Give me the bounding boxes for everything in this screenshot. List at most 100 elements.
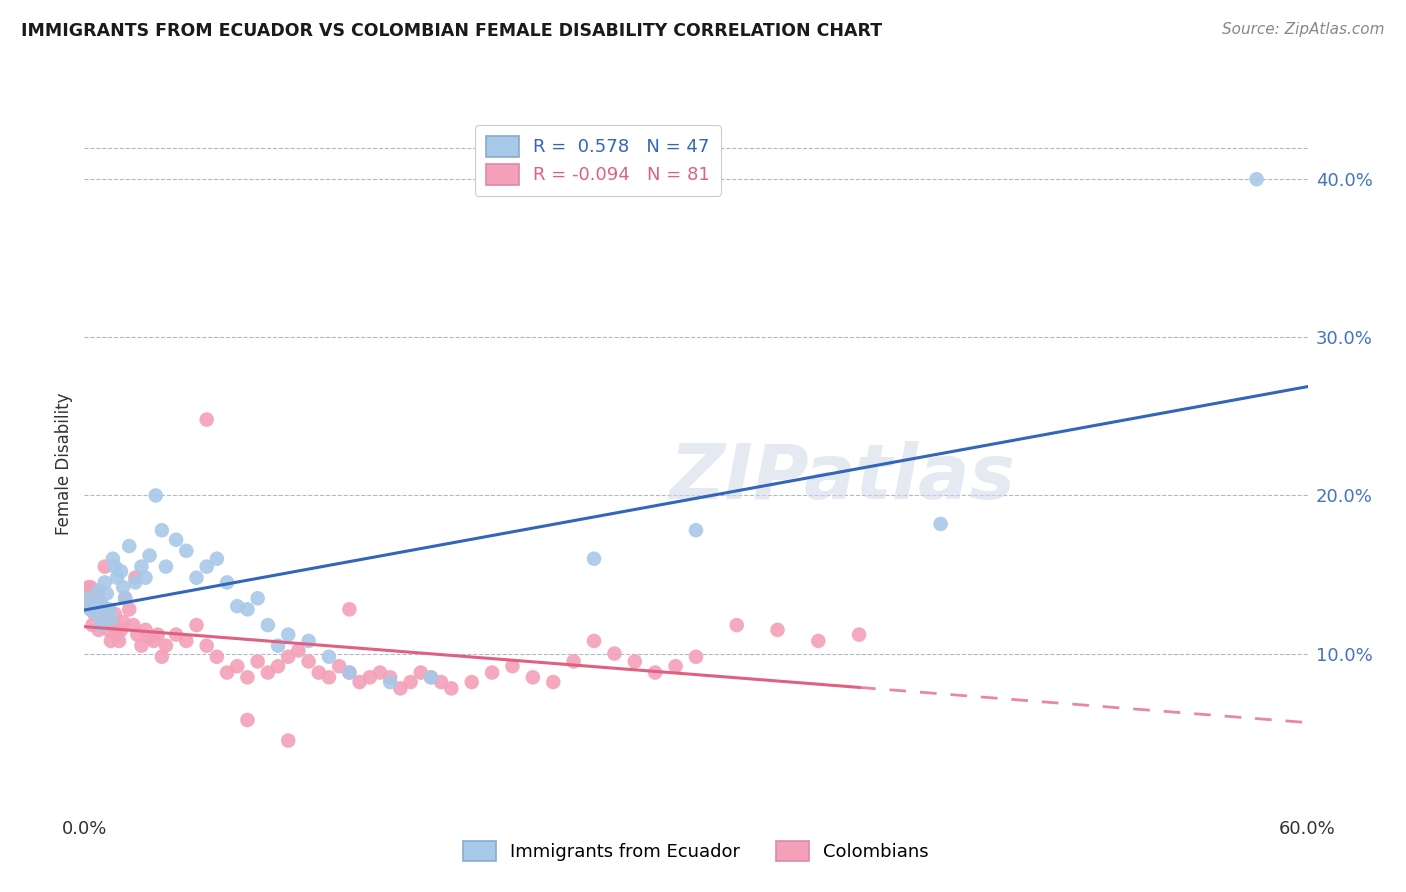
Point xyxy=(399,675,422,690)
Point xyxy=(380,675,402,690)
Point xyxy=(150,649,173,664)
Point xyxy=(929,516,952,531)
Point xyxy=(217,665,239,680)
Point xyxy=(112,615,135,629)
Point xyxy=(75,586,97,600)
Point xyxy=(236,602,259,616)
Point xyxy=(195,639,218,653)
Point xyxy=(583,634,606,648)
Point xyxy=(665,659,688,673)
Point xyxy=(277,627,299,641)
Point xyxy=(93,559,117,574)
Point xyxy=(339,665,361,680)
Point xyxy=(298,655,321,669)
Point xyxy=(114,591,136,606)
Point xyxy=(96,612,118,626)
Point xyxy=(389,681,412,696)
Point xyxy=(176,543,198,558)
Point xyxy=(685,649,707,664)
Point xyxy=(380,670,402,684)
Point xyxy=(101,618,124,632)
Point xyxy=(195,559,218,574)
Point xyxy=(101,551,124,566)
Point xyxy=(135,623,157,637)
Point xyxy=(83,607,105,621)
Point xyxy=(90,596,112,610)
Point xyxy=(118,602,141,616)
Point xyxy=(100,612,122,626)
Point xyxy=(318,649,340,664)
Point xyxy=(409,665,432,680)
Point xyxy=(349,675,371,690)
Point xyxy=(110,565,132,579)
Point xyxy=(368,665,391,680)
Point xyxy=(583,551,606,566)
Point xyxy=(82,599,104,614)
Point xyxy=(150,523,173,537)
Point xyxy=(145,488,167,502)
Point xyxy=(339,665,361,680)
Point xyxy=(114,591,136,606)
Point xyxy=(603,647,626,661)
Point xyxy=(195,412,218,426)
Point xyxy=(236,713,259,727)
Legend: Immigrants from Ecuador, Colombians: Immigrants from Ecuador, Colombians xyxy=(453,830,939,872)
Point xyxy=(127,627,149,641)
Point xyxy=(246,655,269,669)
Point xyxy=(138,631,160,645)
Point xyxy=(725,618,748,632)
Point xyxy=(77,599,100,614)
Point xyxy=(131,639,153,653)
Point xyxy=(298,634,321,648)
Point xyxy=(79,602,101,616)
Point xyxy=(77,591,100,606)
Text: Source: ZipAtlas.com: Source: ZipAtlas.com xyxy=(1222,22,1385,37)
Point xyxy=(96,586,118,600)
Point xyxy=(308,665,330,680)
Point xyxy=(79,580,101,594)
Point xyxy=(257,665,280,680)
Point xyxy=(86,586,108,600)
Point xyxy=(112,580,135,594)
Point xyxy=(226,599,249,614)
Point xyxy=(82,618,104,632)
Point xyxy=(91,599,114,614)
Point xyxy=(461,675,484,690)
Point xyxy=(257,618,280,632)
Point xyxy=(502,659,524,673)
Point xyxy=(124,571,146,585)
Point xyxy=(91,615,114,629)
Point xyxy=(359,670,381,684)
Point xyxy=(339,602,361,616)
Point xyxy=(766,623,789,637)
Point xyxy=(186,618,208,632)
Point xyxy=(644,665,666,680)
Point xyxy=(87,583,110,598)
Point xyxy=(624,655,647,669)
Point xyxy=(430,675,453,690)
Point xyxy=(135,571,157,585)
Point xyxy=(186,571,208,585)
Point xyxy=(86,607,108,621)
Point xyxy=(420,670,443,684)
Point xyxy=(176,634,198,648)
Point xyxy=(122,618,145,632)
Point xyxy=(155,559,177,574)
Point xyxy=(138,549,160,563)
Point xyxy=(1246,172,1268,186)
Point xyxy=(104,607,127,621)
Point xyxy=(543,675,565,690)
Point xyxy=(277,649,299,664)
Point xyxy=(105,627,128,641)
Point xyxy=(100,634,122,648)
Point xyxy=(848,627,870,641)
Point xyxy=(118,539,141,553)
Point xyxy=(83,596,105,610)
Point xyxy=(217,575,239,590)
Point xyxy=(165,533,187,547)
Point xyxy=(205,649,228,664)
Point xyxy=(440,681,463,696)
Point xyxy=(236,670,259,684)
Point xyxy=(110,623,132,637)
Point xyxy=(77,580,100,594)
